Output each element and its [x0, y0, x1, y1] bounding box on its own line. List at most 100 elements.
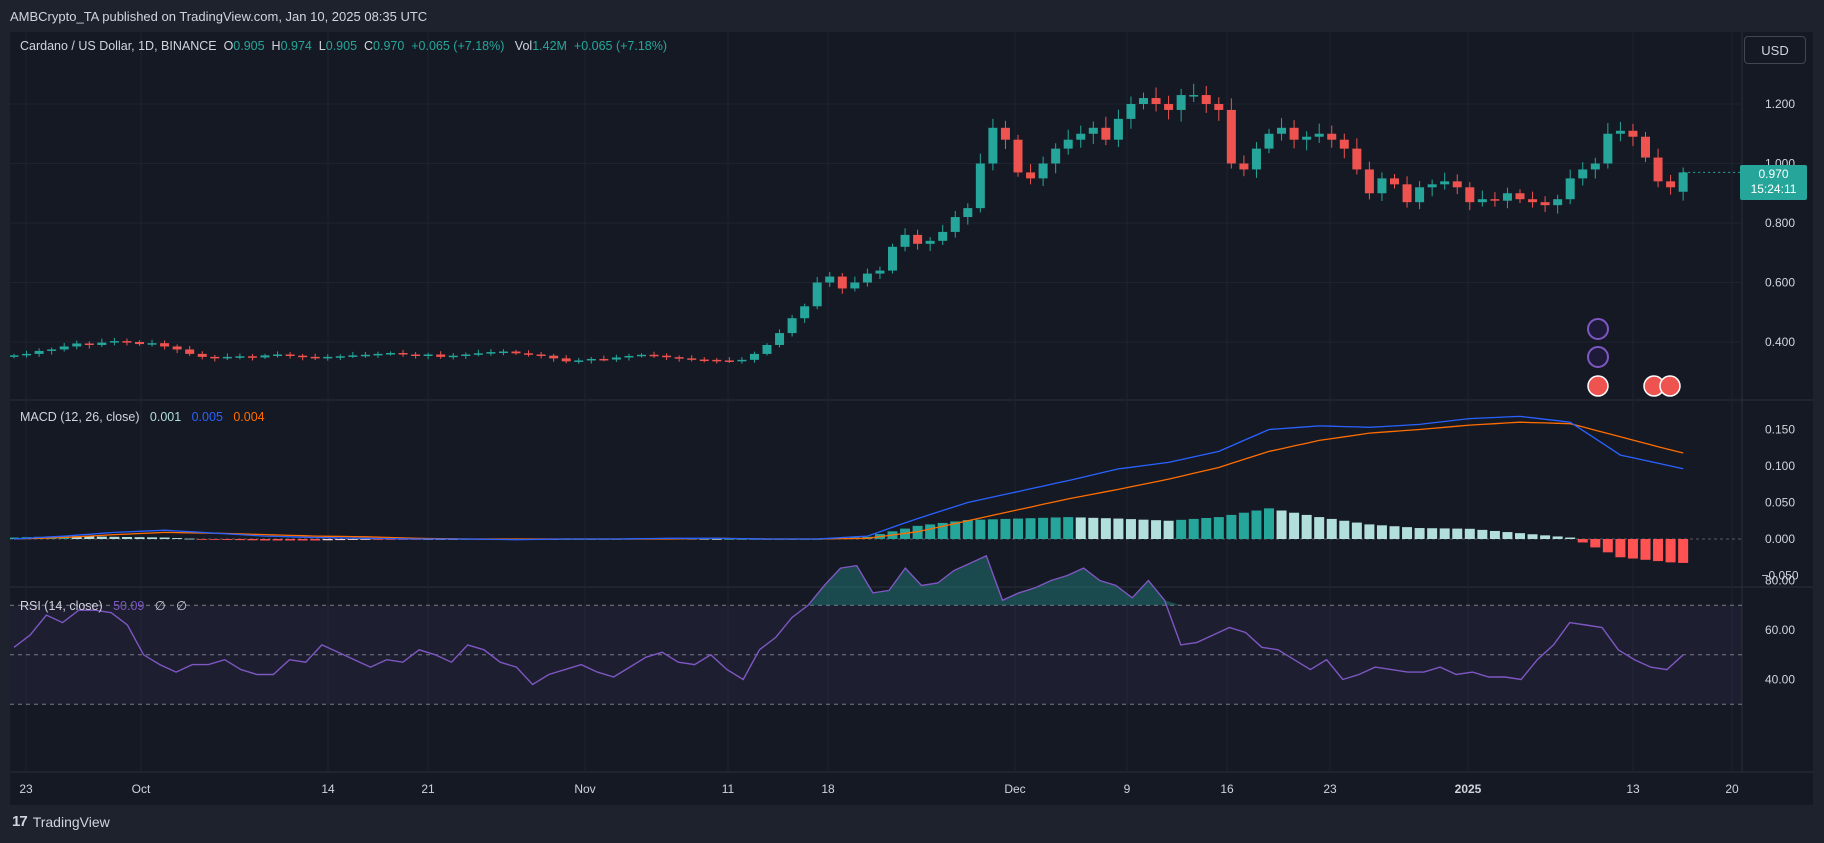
rsi-legend[interactable]: RSI (14, close) 50.09 ∅ ∅ [20, 598, 187, 613]
macd-histogram-bar [1414, 528, 1425, 539]
high-value: 0.974 [280, 39, 312, 53]
candle-body [360, 354, 370, 357]
x-tick-label: 18 [821, 782, 835, 796]
macd-histogram-bar [360, 539, 371, 540]
symbol-label[interactable]: Cardano / US Dollar, 1D, BINANCE [20, 39, 217, 53]
candle-body [260, 355, 270, 358]
chart-frame[interactable]: 23 Oct 14 21 Nov 11 18 Dec 9 16 23 2025 13 20 1.200 1.0… [9, 32, 1813, 805]
macd-histogram-bar [1188, 518, 1199, 539]
candle-body [59, 346, 69, 350]
candle-body [1590, 163, 1600, 170]
last-price-value: 0.970 [1758, 167, 1789, 181]
candle-body [122, 341, 132, 343]
candle-body [1653, 157, 1663, 182]
macd-histogram-bar [197, 539, 208, 540]
candle-body [913, 234, 923, 244]
candle-body [900, 234, 910, 247]
macd-histogram-bar [1376, 525, 1387, 539]
macd-histogram-bar [1402, 527, 1413, 539]
macd-label: MACD (12, 26, close) [20, 410, 140, 424]
macd-histogram-bar [1477, 529, 1488, 539]
price-tick-label: 1.200 [1765, 97, 1795, 111]
currency-button[interactable]: USD [1744, 36, 1806, 64]
candle-body [1101, 127, 1111, 140]
candle-body [1264, 133, 1274, 149]
candle-body [1615, 130, 1625, 134]
candle-body [762, 344, 772, 354]
candle-body [925, 240, 935, 244]
candle-body [1063, 139, 1073, 149]
candle-body [637, 354, 646, 357]
candle-body [486, 352, 496, 354]
volume-change: +0.065 (+7.18%) [573, 39, 668, 53]
macd-histogram-bar [172, 538, 183, 539]
candle-body [1678, 172, 1688, 192]
macd-histogram-bar [1075, 517, 1086, 539]
macd-tick-label: 0.100 [1765, 459, 1795, 473]
macd-histogram-bar [96, 536, 107, 539]
candle-body [448, 355, 458, 358]
candle-body [674, 357, 684, 359]
macd-histogram-bar [260, 539, 270, 541]
macd-tick-label: 0.150 [1765, 423, 1795, 437]
tradingview-logo-icon: 17 [12, 813, 28, 830]
macd-histogram-bar [1653, 539, 1664, 562]
candle-body [335, 356, 345, 358]
close-label: C [363, 39, 374, 53]
candle-body [699, 359, 709, 362]
high-label: H [271, 39, 281, 53]
macd-histogram-bar [1088, 517, 1099, 539]
macd-histogram-bar [222, 539, 233, 540]
macd-histogram-bar [975, 519, 986, 539]
macd-histogram-bar [1502, 532, 1513, 539]
macd-histogram-bar [1577, 539, 1588, 543]
candle-body [1038, 163, 1048, 179]
macd-histogram-bar [1176, 519, 1187, 539]
x-tick-label: 14 [321, 782, 335, 796]
event-marker-icon [1587, 318, 1609, 340]
macd-histogram-bar [937, 522, 948, 539]
macd-line [13, 415, 1684, 541]
macd-histogram-bar [1100, 518, 1111, 539]
macd-histogram-bar [1264, 508, 1274, 539]
candle-body [461, 354, 471, 356]
publish-header: AMBCrypto_TA published on TradingView.co… [0, 0, 1824, 32]
tradingview-logo[interactable]: 17 TradingView [12, 813, 110, 830]
x-tick-label: 23 [19, 782, 33, 796]
price-legend: Cardano / US Dollar, 1D, BINANCE O0.905 … [20, 39, 667, 53]
macd-histogram-bar [121, 536, 132, 539]
candle-body [888, 246, 897, 271]
macd-signal-line [13, 421, 1684, 540]
macd-histogram-bar [1138, 519, 1149, 539]
price-tick-label: 0.600 [1765, 276, 1795, 290]
candle-body [687, 358, 697, 360]
candle-body [147, 343, 157, 345]
macd-legend[interactable]: MACD (12, 26, close) 0.001 0.005 0.004 [20, 410, 265, 424]
candle-body [611, 357, 621, 360]
macd-histogram-bar [1427, 528, 1438, 539]
candle-body [1515, 193, 1525, 200]
macd-histogram-bar [1226, 514, 1237, 539]
macd-histogram-bar [297, 539, 308, 541]
macd-histogram-bar [1276, 510, 1287, 539]
candle-body [310, 356, 320, 359]
candle-body [1578, 169, 1588, 179]
macd-histogram-bar [1452, 528, 1463, 539]
candle-body [222, 356, 232, 359]
macd-histogram-bar [1050, 517, 1061, 539]
macd-histogram-bar [1351, 522, 1362, 539]
macd-histogram-bar [711, 539, 722, 540]
macd-histogram-bar [1201, 518, 1212, 539]
candle-body [1440, 181, 1450, 185]
candle-body [1226, 109, 1236, 164]
candle-body [172, 346, 182, 350]
candle-body [586, 358, 596, 361]
candle-body [348, 355, 358, 357]
price-tick-label: 0.400 [1765, 335, 1795, 349]
price-chart-svg[interactable]: 23 Oct 14 21 Nov 11 18 Dec 9 16 23 2025 13 201.2001.0… [9, 32, 1813, 805]
candle-body [1277, 127, 1287, 134]
candle-body [737, 359, 747, 362]
macd-histogram-bar [209, 539, 220, 540]
candle-body [1113, 118, 1123, 140]
candle-body [787, 318, 797, 334]
